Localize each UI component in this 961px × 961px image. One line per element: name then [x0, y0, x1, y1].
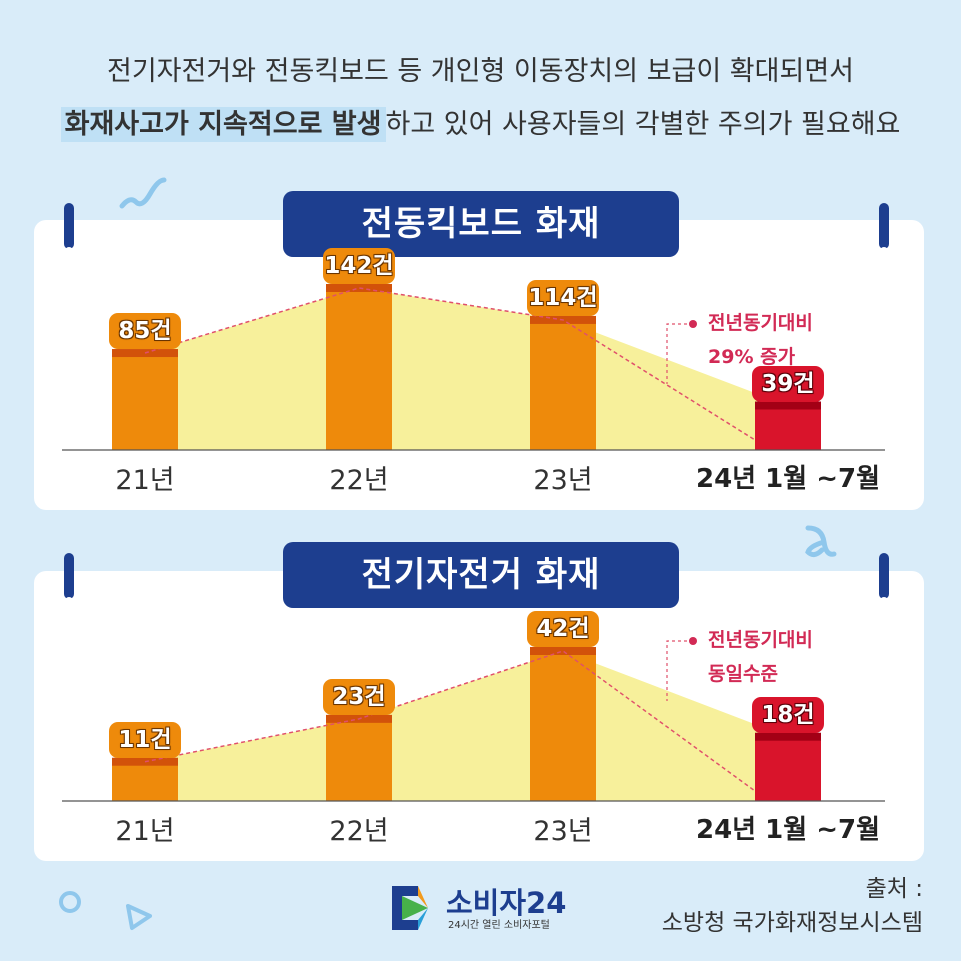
logo-mark-icon [392, 886, 428, 930]
bar [326, 718, 392, 801]
annotation-line: 전년동기대비 [708, 312, 813, 334]
annotation-dot [689, 637, 697, 645]
trend-area [145, 651, 788, 801]
value-label: 23건 [323, 678, 395, 715]
value-label: 142건 [323, 248, 395, 284]
bar-cap [755, 401, 821, 410]
bar [112, 353, 178, 450]
headline-line-1: 전기자전거와 전동킥보드 등 개인형 이동장치의 보급이 확대되면서 [106, 56, 854, 87]
x-tick-label: 21년 [115, 816, 175, 847]
chart-svg [62, 637, 885, 802]
x-tick-label: 22년 [329, 816, 389, 847]
annotation-connector [666, 640, 693, 701]
annotation-connector [666, 323, 693, 384]
headline-rest: 하고 있어 사용자들의 각별한 주의가 필요해요 [385, 109, 901, 140]
bar [530, 651, 596, 801]
bar [755, 736, 821, 801]
pin-right-icon [879, 553, 889, 605]
trend-area [145, 288, 788, 450]
annotation-line: 동일수준 [708, 663, 778, 685]
bar [326, 288, 392, 450]
source-value: 소방청 국가화재정보시스템 [661, 910, 923, 936]
value-label: 39건 [752, 365, 824, 402]
trend-line [144, 650, 756, 792]
annotation-line: 29% 증가 [708, 346, 796, 368]
chart-title-scooter: 전동킥보드 화재 [283, 191, 679, 257]
x-tick-label: 21년 [115, 465, 175, 496]
value-label: 11건 [109, 721, 181, 758]
bar-cap [755, 732, 821, 741]
logo-name: 소비자24 [446, 886, 567, 920]
bar [755, 405, 821, 450]
source: 출처 : 소방청 국가화재정보시스템 [662, 872, 923, 940]
x-tick-label: 24년 1월 ~7월 [695, 464, 880, 494]
x-tick-label: 22년 [329, 465, 389, 496]
value-label: 114건 [527, 279, 599, 316]
chart-scooter: 85건 142건 114건 39건 21년 22년 23년 24년 1월 ~7월 전년동기대비 2… [0, 190, 961, 510]
x-tick-label: 24년 1월 ~7월 [695, 815, 880, 845]
chart-title-ebike: 전기자전거 화재 [283, 542, 679, 608]
source-label: 출처 : [865, 876, 923, 902]
value-label: 42건 [527, 611, 599, 647]
squiggle-decoration-icon [119, 177, 167, 209]
value-label: 18건 [752, 696, 824, 733]
x-tick-label: 23년 [533, 816, 593, 847]
pin-left-icon [64, 203, 74, 255]
pin-right-icon [879, 203, 889, 255]
bar-cap [530, 647, 596, 655]
triangle-decoration-icon [126, 904, 152, 930]
bar-cap [326, 284, 392, 292]
annotation-note: 전년동기대비 29% 증가 [708, 306, 813, 374]
headline-line-2: 화재사고가 지속적으로 발생 하고 있어 사용자들의 각별한 주의가 필요해요 [0, 105, 961, 145]
x-tick-label: 23년 [533, 465, 593, 496]
chart-svg [62, 284, 885, 451]
bar [112, 761, 178, 801]
logo-tagline: 24시간 열린 소비자포털 [448, 920, 550, 931]
annotation-dot [689, 320, 697, 328]
bar [530, 319, 596, 450]
curl-decoration-icon [805, 525, 837, 558]
logo: 소비자24 24시간 열린 소비자포털 [384, 880, 584, 936]
pin-left-icon [64, 553, 74, 605]
bar-cap [112, 757, 178, 766]
circle-decoration-icon [59, 891, 81, 913]
annotation-line: 전년동기대비 [708, 629, 813, 651]
headline-highlight: 화재사고가 지속적으로 발생 [60, 107, 386, 142]
value-label: 85건 [109, 313, 181, 350]
